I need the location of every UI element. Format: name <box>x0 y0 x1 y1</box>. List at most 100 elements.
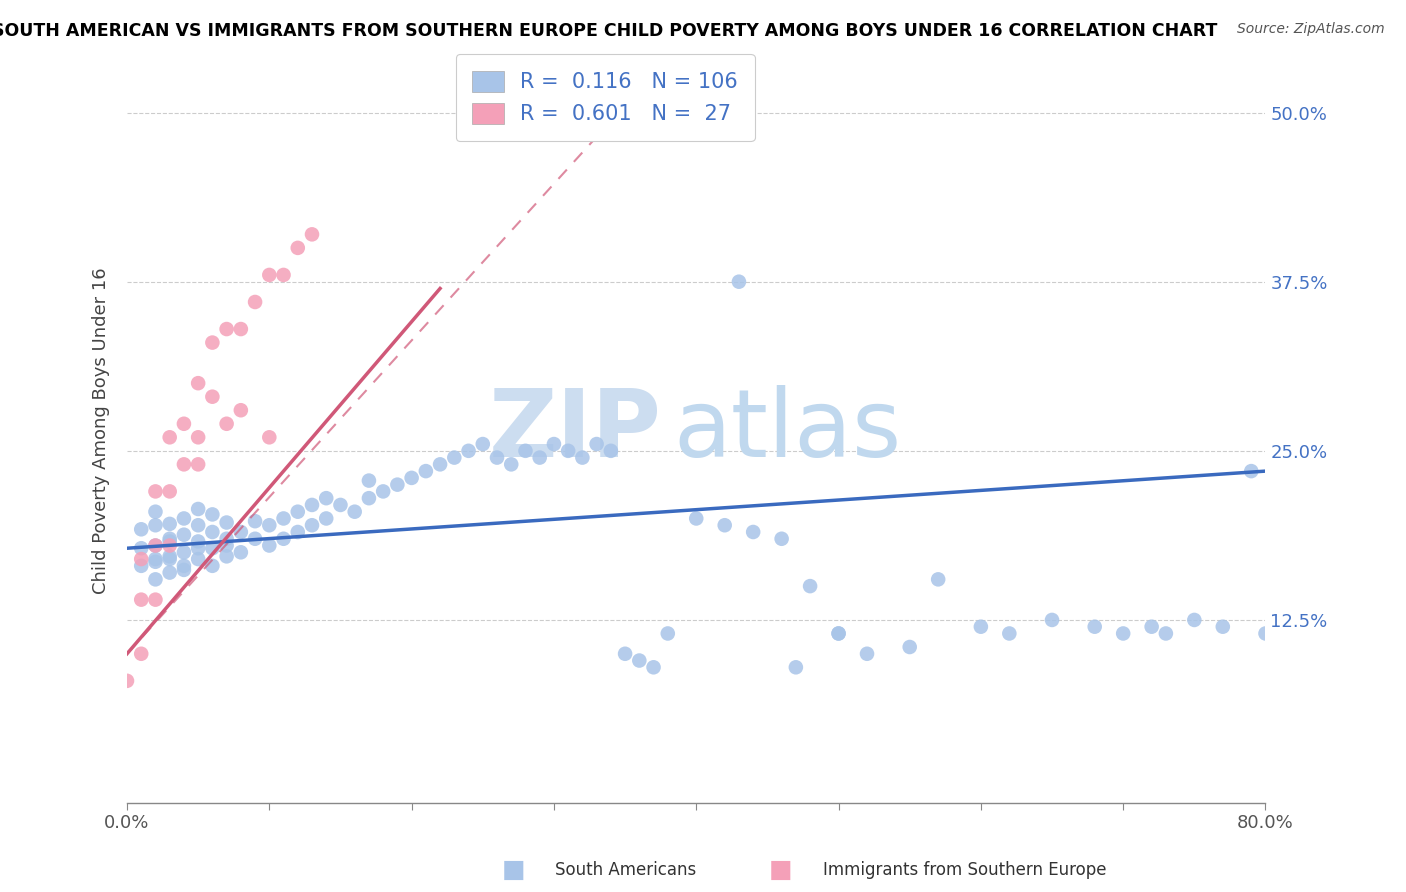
Point <box>685 511 707 525</box>
Point <box>229 524 252 539</box>
Point <box>215 417 238 431</box>
Point <box>187 376 209 391</box>
Point <box>145 555 167 569</box>
Point <box>315 511 337 525</box>
Point <box>201 508 224 522</box>
Point <box>215 532 238 546</box>
Point <box>785 660 807 674</box>
Point <box>173 417 195 431</box>
Point <box>173 558 195 573</box>
Point <box>173 458 195 472</box>
Point <box>585 437 607 451</box>
Point <box>145 539 167 553</box>
Point <box>229 322 252 336</box>
Point <box>1140 620 1163 634</box>
Point <box>145 552 167 566</box>
Point <box>215 539 238 553</box>
Point <box>856 647 879 661</box>
Point <box>970 620 993 634</box>
Point <box>401 471 423 485</box>
Point <box>173 511 195 525</box>
Point <box>187 541 209 556</box>
Point <box>1154 626 1177 640</box>
Point <box>287 241 309 255</box>
Point <box>243 295 266 310</box>
Point <box>742 524 765 539</box>
Point <box>273 268 295 282</box>
Point <box>115 673 138 688</box>
Point <box>471 437 494 451</box>
Point <box>1112 626 1135 640</box>
Point <box>728 275 751 289</box>
Text: Immigrants from Southern Europe: Immigrants from Southern Europe <box>823 861 1107 879</box>
Point <box>443 450 465 465</box>
Point <box>173 545 195 559</box>
Point <box>129 522 152 536</box>
Point <box>159 532 181 546</box>
Point <box>243 532 266 546</box>
Point <box>145 518 167 533</box>
Point <box>373 484 395 499</box>
Point <box>201 558 224 573</box>
Text: SOUTH AMERICAN VS IMMIGRANTS FROM SOUTHERN EUROPE CHILD POVERTY AMONG BOYS UNDER: SOUTH AMERICAN VS IMMIGRANTS FROM SOUTHE… <box>0 22 1218 40</box>
Point <box>515 443 537 458</box>
Point <box>998 626 1021 640</box>
Point <box>614 647 637 661</box>
Text: South Americans: South Americans <box>555 861 696 879</box>
Point <box>827 626 849 640</box>
Point <box>129 552 152 566</box>
Point <box>799 579 821 593</box>
Point <box>259 518 281 533</box>
Point <box>657 626 679 640</box>
Point <box>129 558 152 573</box>
Y-axis label: Child Poverty Among Boys Under 16: Child Poverty Among Boys Under 16 <box>93 268 110 594</box>
Point <box>129 541 152 556</box>
Text: ■: ■ <box>502 858 524 881</box>
Point <box>543 437 565 451</box>
Point <box>387 477 409 491</box>
Point <box>159 484 181 499</box>
Point <box>201 390 224 404</box>
Text: ■: ■ <box>769 858 792 881</box>
Point <box>1212 620 1234 634</box>
Point <box>173 563 195 577</box>
Point <box>301 498 323 512</box>
Point <box>215 516 238 530</box>
Point <box>357 491 380 505</box>
Point <box>159 516 181 531</box>
Point <box>215 322 238 336</box>
Point <box>201 335 224 350</box>
Point <box>501 458 523 472</box>
Point <box>770 532 793 546</box>
Point <box>643 660 665 674</box>
Point <box>287 505 309 519</box>
Point <box>187 430 209 444</box>
Point <box>243 514 266 528</box>
Point <box>287 524 309 539</box>
Text: atlas: atlas <box>673 384 901 476</box>
Point <box>159 534 181 549</box>
Point <box>145 573 167 587</box>
Point <box>343 505 366 519</box>
Point <box>159 549 181 564</box>
Point <box>145 484 167 499</box>
Point <box>571 450 593 465</box>
Point <box>557 443 579 458</box>
Point <box>315 491 337 505</box>
Point <box>485 450 508 465</box>
Point <box>187 518 209 533</box>
Point <box>145 539 167 553</box>
Point <box>1254 626 1277 640</box>
Point <box>187 458 209 472</box>
Point <box>273 511 295 525</box>
Legend: R =  0.116   N = 106, R =  0.601   N =  27: R = 0.116 N = 106, R = 0.601 N = 27 <box>456 54 755 141</box>
Point <box>187 502 209 516</box>
Point <box>329 498 352 512</box>
Point <box>159 566 181 580</box>
Point <box>429 458 451 472</box>
Point <box>129 592 152 607</box>
Point <box>599 443 621 458</box>
Point <box>628 654 651 668</box>
Point <box>159 430 181 444</box>
Point <box>129 647 152 661</box>
